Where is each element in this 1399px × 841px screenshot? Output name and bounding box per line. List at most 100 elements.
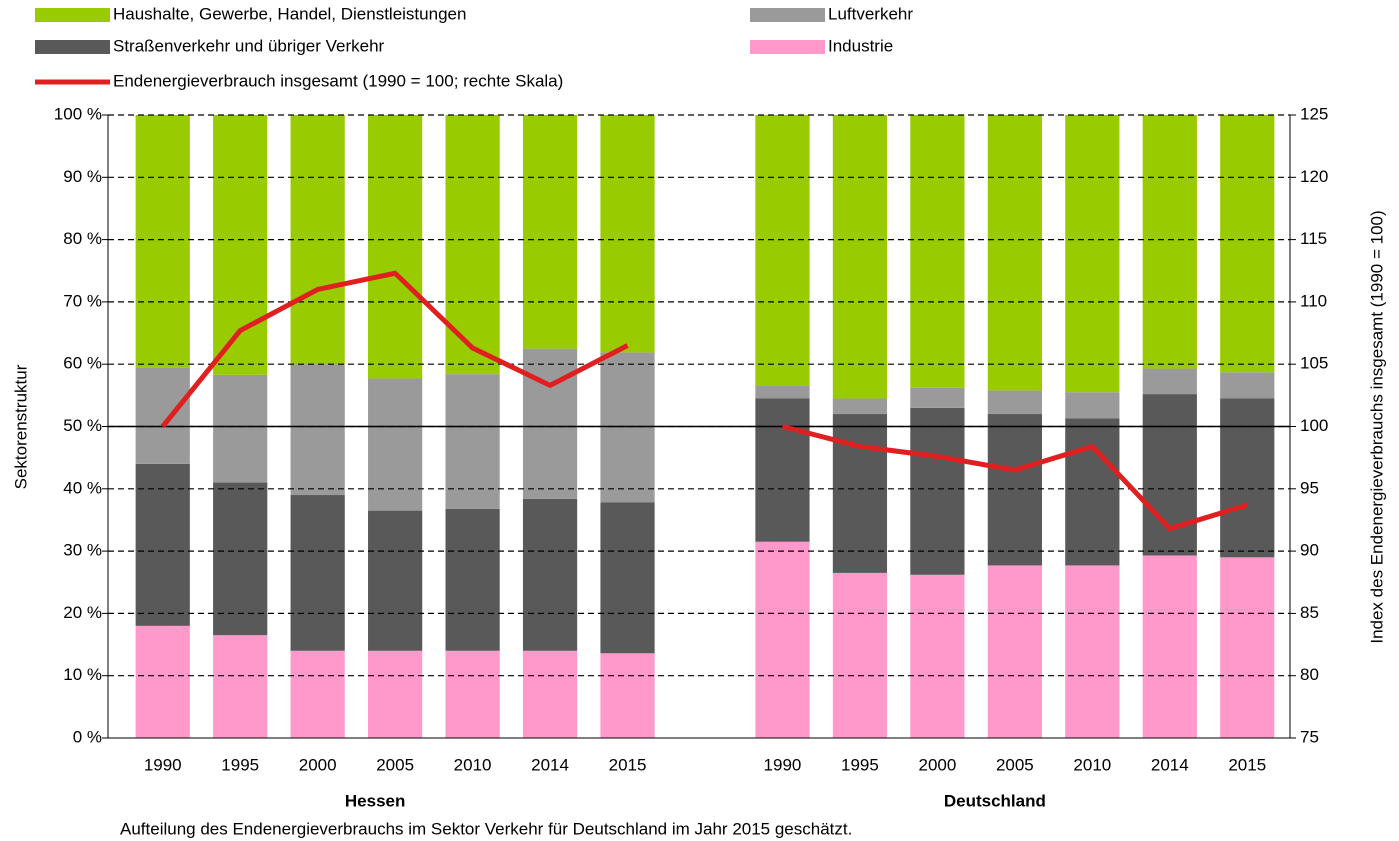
bar-segment: [213, 115, 268, 375]
bar-segment: [1065, 418, 1120, 566]
bar-segment: [135, 367, 190, 464]
bar-segment: [987, 390, 1042, 415]
y2-tick-label: 120: [1300, 167, 1328, 186]
bar-segment: [755, 541, 810, 738]
y-tick-label: 80 %: [63, 229, 102, 248]
legend-label: Endenergieverbrauch insgesamt (1990 = 10…: [113, 71, 563, 90]
bar-segment: [600, 653, 655, 738]
y-tick-label: 30 %: [63, 541, 102, 560]
bar-segment: [522, 650, 578, 738]
bar-segment: [1220, 115, 1275, 373]
bar-segment: [368, 650, 423, 738]
bar-segment: [1220, 398, 1275, 558]
y-tick-label: 20 %: [63, 603, 102, 622]
y-tick-label: 10 %: [63, 665, 102, 684]
bar-segment: [600, 502, 655, 654]
bar-segment: [213, 482, 268, 636]
legend-swatch: [750, 40, 825, 54]
legend-swatch: [35, 8, 110, 22]
bar-segment: [910, 407, 965, 575]
bar-segment: [290, 364, 345, 496]
bar-segment: [832, 398, 888, 415]
bar-segment: [445, 374, 500, 509]
y2-tick-label: 105: [1300, 354, 1328, 373]
bar-segment: [1220, 557, 1275, 738]
y2-tick-label: 110: [1300, 291, 1327, 310]
x-tick-label: 1995: [221, 755, 259, 774]
bar-segment: [368, 115, 423, 379]
bar-segment: [987, 414, 1042, 566]
y-axis-title: Sektorenstruktur: [11, 364, 30, 489]
x-tick-label: 2000: [918, 755, 956, 774]
bar-segment: [522, 115, 578, 349]
x-tick-label: 2000: [299, 755, 337, 774]
legend-label: Industrie: [828, 36, 893, 55]
y2-tick-label: 95: [1300, 478, 1319, 497]
x-tick-label: 2014: [1151, 755, 1189, 774]
legend-swatch: [35, 40, 110, 54]
y2-tick-label: 85: [1300, 603, 1319, 622]
x-tick-label: 2005: [376, 755, 414, 774]
bar-segment: [987, 565, 1042, 738]
bar-segment: [368, 510, 423, 651]
bar-segment: [1065, 392, 1120, 419]
x-tick-label: 2010: [454, 755, 492, 774]
legend-label: Straßenverkehr und übriger Verkehr: [113, 36, 385, 55]
group-label: Hessen: [345, 791, 405, 810]
x-tick-label: 2015: [1228, 755, 1266, 774]
footnote: Aufteilung des Endenergieverbrauchs im S…: [120, 819, 852, 838]
y2-tick-label: 80: [1300, 665, 1319, 684]
legend-label: Haushalte, Gewerbe, Handel, Dienstleistu…: [113, 4, 466, 23]
bar-segment: [1142, 115, 1197, 369]
bar-segment: [445, 650, 500, 738]
bar-segment: [522, 498, 578, 651]
bar-segment: [600, 352, 655, 503]
y-tick-label: 90 %: [63, 167, 102, 186]
bar-segment: [987, 115, 1042, 391]
bar-segment: [1220, 372, 1275, 399]
bar-segment: [522, 348, 578, 499]
bar-segment: [1065, 115, 1120, 393]
x-tick-label: 2005: [996, 755, 1034, 774]
bar-segment: [213, 374, 268, 483]
x-tick-label: 2015: [609, 755, 647, 774]
y-tick-label: 50 %: [63, 416, 102, 435]
y2-tick-label: 90: [1300, 541, 1319, 560]
bar-segment: [290, 650, 345, 738]
bar-segment: [910, 115, 965, 388]
bar-segment: [832, 115, 888, 399]
y2-axis-title: Index des Endenergieverbrauchs insgesamt…: [1367, 210, 1386, 643]
bar-segment: [832, 572, 888, 738]
bar-segment: [1142, 555, 1197, 738]
bar-segment: [368, 378, 423, 511]
bar-segment: [600, 115, 655, 353]
bar-segment: [135, 625, 190, 738]
bar-segment: [290, 495, 345, 651]
bar-segment: [755, 398, 810, 542]
x-tick-label: 1995: [841, 755, 879, 774]
legend-label: Luftverkehr: [828, 4, 913, 23]
bar-segment: [755, 115, 810, 387]
x-tick-label: 1990: [144, 755, 182, 774]
y-tick-label: 40 %: [63, 478, 102, 497]
bar-segment: [135, 463, 190, 626]
x-tick-label: 2010: [1073, 755, 1111, 774]
y2-tick-label: 75: [1300, 727, 1319, 746]
y-tick-label: 70 %: [63, 291, 102, 310]
y2-tick-label: 125: [1300, 104, 1328, 123]
bar-segment: [832, 414, 888, 573]
y-tick-label: 60 %: [63, 354, 102, 373]
bar-segment: [1142, 368, 1197, 395]
group-label: Deutschland: [944, 791, 1046, 810]
y2-tick-label: 100: [1300, 416, 1328, 435]
bar-segment: [910, 574, 965, 738]
y2-tick-label: 115: [1300, 229, 1327, 248]
bar-segment: [755, 386, 810, 399]
bar-segment: [910, 387, 965, 408]
bar-segment: [213, 635, 268, 738]
bar-segment: [445, 115, 500, 375]
bar-segment: [135, 115, 190, 368]
bar-segment: [445, 508, 500, 651]
